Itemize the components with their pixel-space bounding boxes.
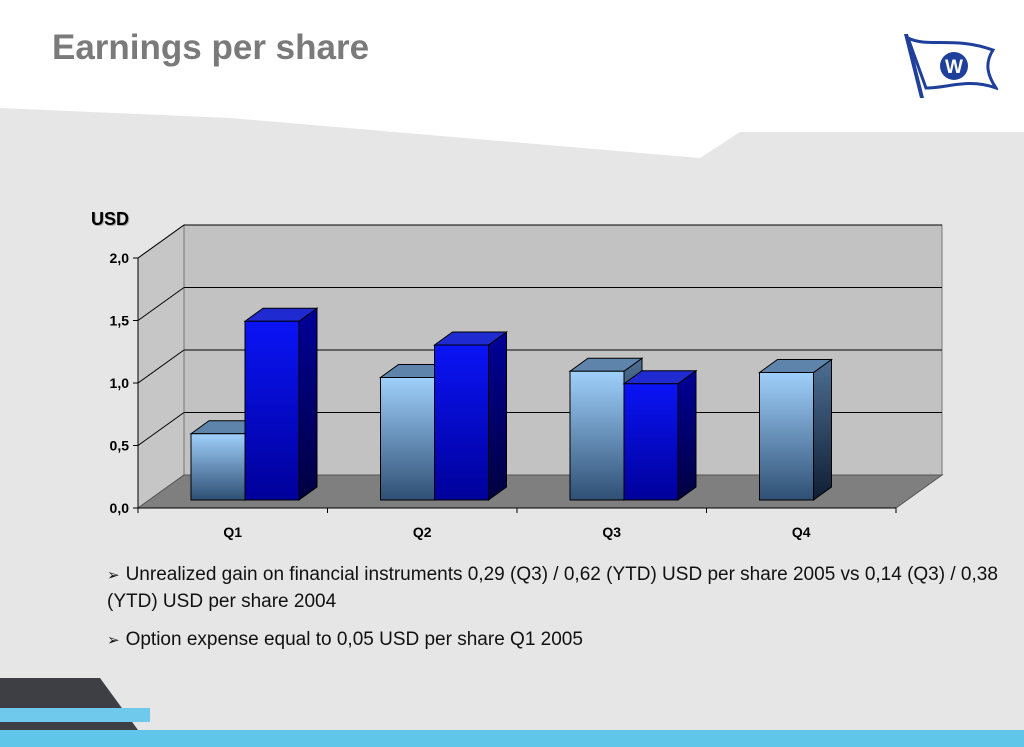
bar bbox=[432, 331, 509, 501]
flag-logo-icon: W bbox=[904, 34, 998, 98]
bar bbox=[622, 369, 698, 501]
bullet-list: ➢ Unrealized gain on financial instrument… bbox=[107, 562, 1002, 666]
logo-letter: W bbox=[945, 57, 963, 78]
bars bbox=[189, 307, 834, 501]
x-axis-ticks: Q1 Q2 Q3 Q4 bbox=[137, 508, 897, 540]
y-tick-label: 1,5 bbox=[110, 313, 130, 329]
bullet-text: Unrealized gain on financial instruments… bbox=[107, 564, 998, 612]
eps-chart: 0,00,51,01,52,0 Q1 Q2 Q3 Q4 USD USD bbox=[91, 209, 944, 540]
bar-side bbox=[488, 331, 507, 501]
x-tick-label: Q1 bbox=[223, 524, 242, 540]
y-axis-label-shadow: USD bbox=[92, 210, 130, 230]
bullet-unrealized-gain: ➢ Unrealized gain on financial instrument… bbox=[107, 562, 1002, 615]
bar-front bbox=[569, 370, 625, 501]
bar-front bbox=[190, 433, 246, 501]
gridline-side bbox=[137, 287, 185, 321]
bar bbox=[243, 307, 319, 501]
bullet-text: Option expense equal to 0,05 USD per sha… bbox=[125, 629, 583, 650]
x-tick-label: Q3 bbox=[602, 524, 621, 540]
bar-front bbox=[434, 344, 489, 501]
gridline-side bbox=[137, 412, 185, 446]
bullet-arrow-icon: ➢ bbox=[107, 567, 120, 584]
slide-title: Earnings per share bbox=[52, 28, 370, 67]
decor-light-stripe bbox=[0, 708, 150, 722]
y-tick-label: 1,0 bbox=[110, 375, 130, 391]
bar-side bbox=[813, 358, 832, 501]
gridline-side bbox=[137, 349, 185, 384]
y-axis-ticks: 0,0 0,5 1,0 1,5 2,0 bbox=[110, 250, 138, 516]
y-axis-label: USD bbox=[91, 209, 129, 229]
x-tick-label: Q4 bbox=[792, 524, 811, 540]
bar bbox=[757, 358, 834, 501]
y-tick-label: 0,0 bbox=[110, 500, 130, 516]
x-tick-label: Q2 bbox=[413, 524, 432, 540]
bar-front bbox=[244, 320, 300, 501]
flag-pole bbox=[904, 34, 924, 98]
bullet-arrow-icon: ➢ bbox=[107, 632, 120, 649]
decor-bottom-band bbox=[0, 730, 1024, 747]
bar-front bbox=[759, 372, 814, 501]
bullet-option-expense: ➢ Option expense equal to 0,05 USD per sh… bbox=[107, 627, 1002, 654]
y-tick-label: 2,0 bbox=[110, 250, 130, 266]
bar-front bbox=[380, 377, 435, 501]
bar-side bbox=[677, 369, 697, 501]
bar-front bbox=[623, 383, 679, 501]
gridline-side bbox=[137, 224, 185, 259]
flag-emblem bbox=[940, 52, 968, 80]
bar-side bbox=[298, 307, 318, 501]
y-tick-label: 0,5 bbox=[110, 438, 130, 454]
